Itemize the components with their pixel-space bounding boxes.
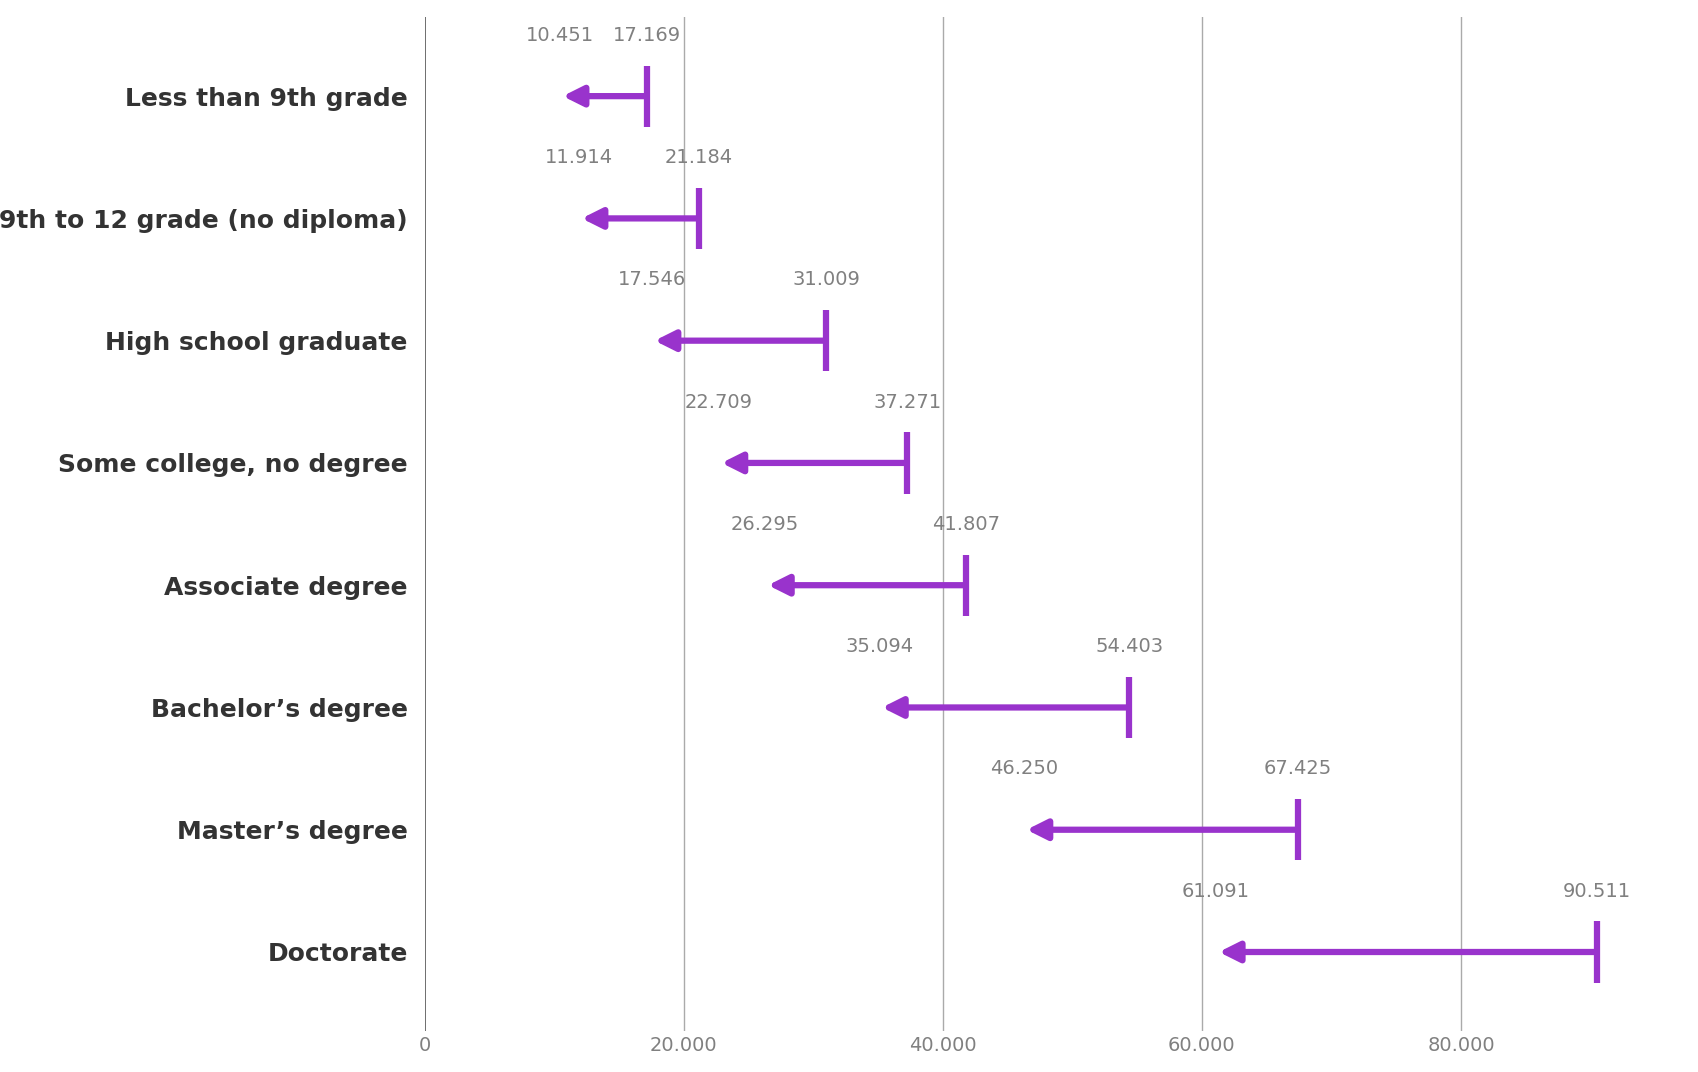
Text: 90.511: 90.511 (1564, 881, 1632, 900)
Text: 26.295: 26.295 (732, 515, 800, 534)
Text: 46.250: 46.250 (990, 759, 1058, 778)
Text: 67.425: 67.425 (1263, 759, 1333, 778)
Text: 10.451: 10.451 (526, 26, 594, 45)
Text: 37.271: 37.271 (873, 392, 941, 412)
Text: 21.184: 21.184 (666, 148, 734, 167)
Text: 22.709: 22.709 (684, 392, 752, 412)
Text: 54.403: 54.403 (1095, 637, 1163, 656)
Text: 31.009: 31.009 (793, 270, 861, 289)
Text: 41.807: 41.807 (932, 515, 1000, 534)
Text: 11.914: 11.914 (545, 148, 613, 167)
Text: 35.094: 35.094 (846, 637, 914, 656)
Text: 17.169: 17.169 (613, 26, 681, 45)
Text: 61.091: 61.091 (1182, 881, 1250, 900)
Text: 17.546: 17.546 (618, 270, 686, 289)
